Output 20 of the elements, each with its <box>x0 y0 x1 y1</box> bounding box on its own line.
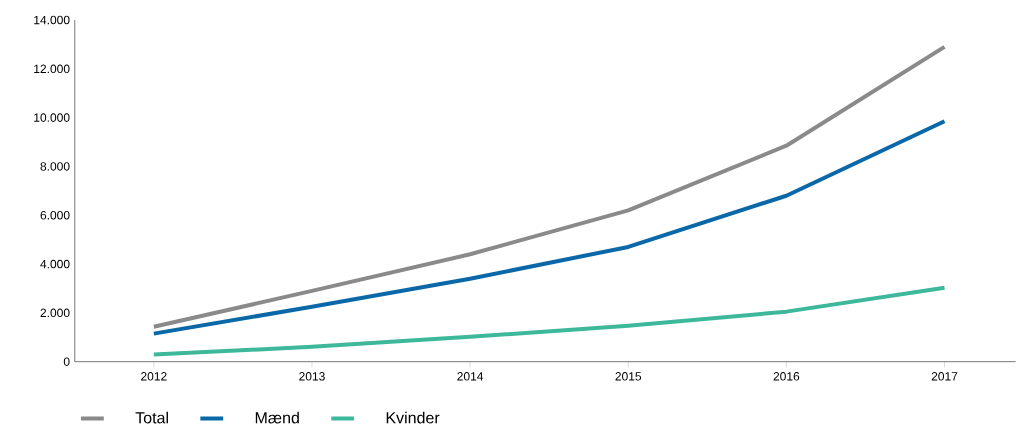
x-tick-label: 2017 <box>931 372 958 381</box>
y-tick-label: 2.000 <box>40 308 70 318</box>
line-series <box>151 285 947 357</box>
legend-label: Mænd <box>255 411 299 424</box>
y-tick-label: 0 <box>63 357 70 367</box>
x-tick-label: 2013 <box>299 372 325 381</box>
y-tick-label: 6.000 <box>40 211 70 220</box>
legend-label: Kvinder <box>386 411 440 424</box>
x-tick-label: 2015 <box>615 372 642 381</box>
y-tick-label: 14.000 <box>34 15 70 25</box>
legend-label: Total <box>135 411 168 424</box>
line-series <box>151 119 947 336</box>
line-series <box>151 44 947 329</box>
x-tick-label: 2014 <box>457 372 484 381</box>
y-tick-label: 12.000 <box>34 64 70 74</box>
x-tick-label: 2016 <box>773 372 800 381</box>
y-tick-label: 4.000 <box>40 259 70 269</box>
y-tick-label: 8.000 <box>40 162 70 171</box>
y-tick-label: 10.000 <box>34 113 70 123</box>
x-tick-label: 2012 <box>141 372 167 381</box>
